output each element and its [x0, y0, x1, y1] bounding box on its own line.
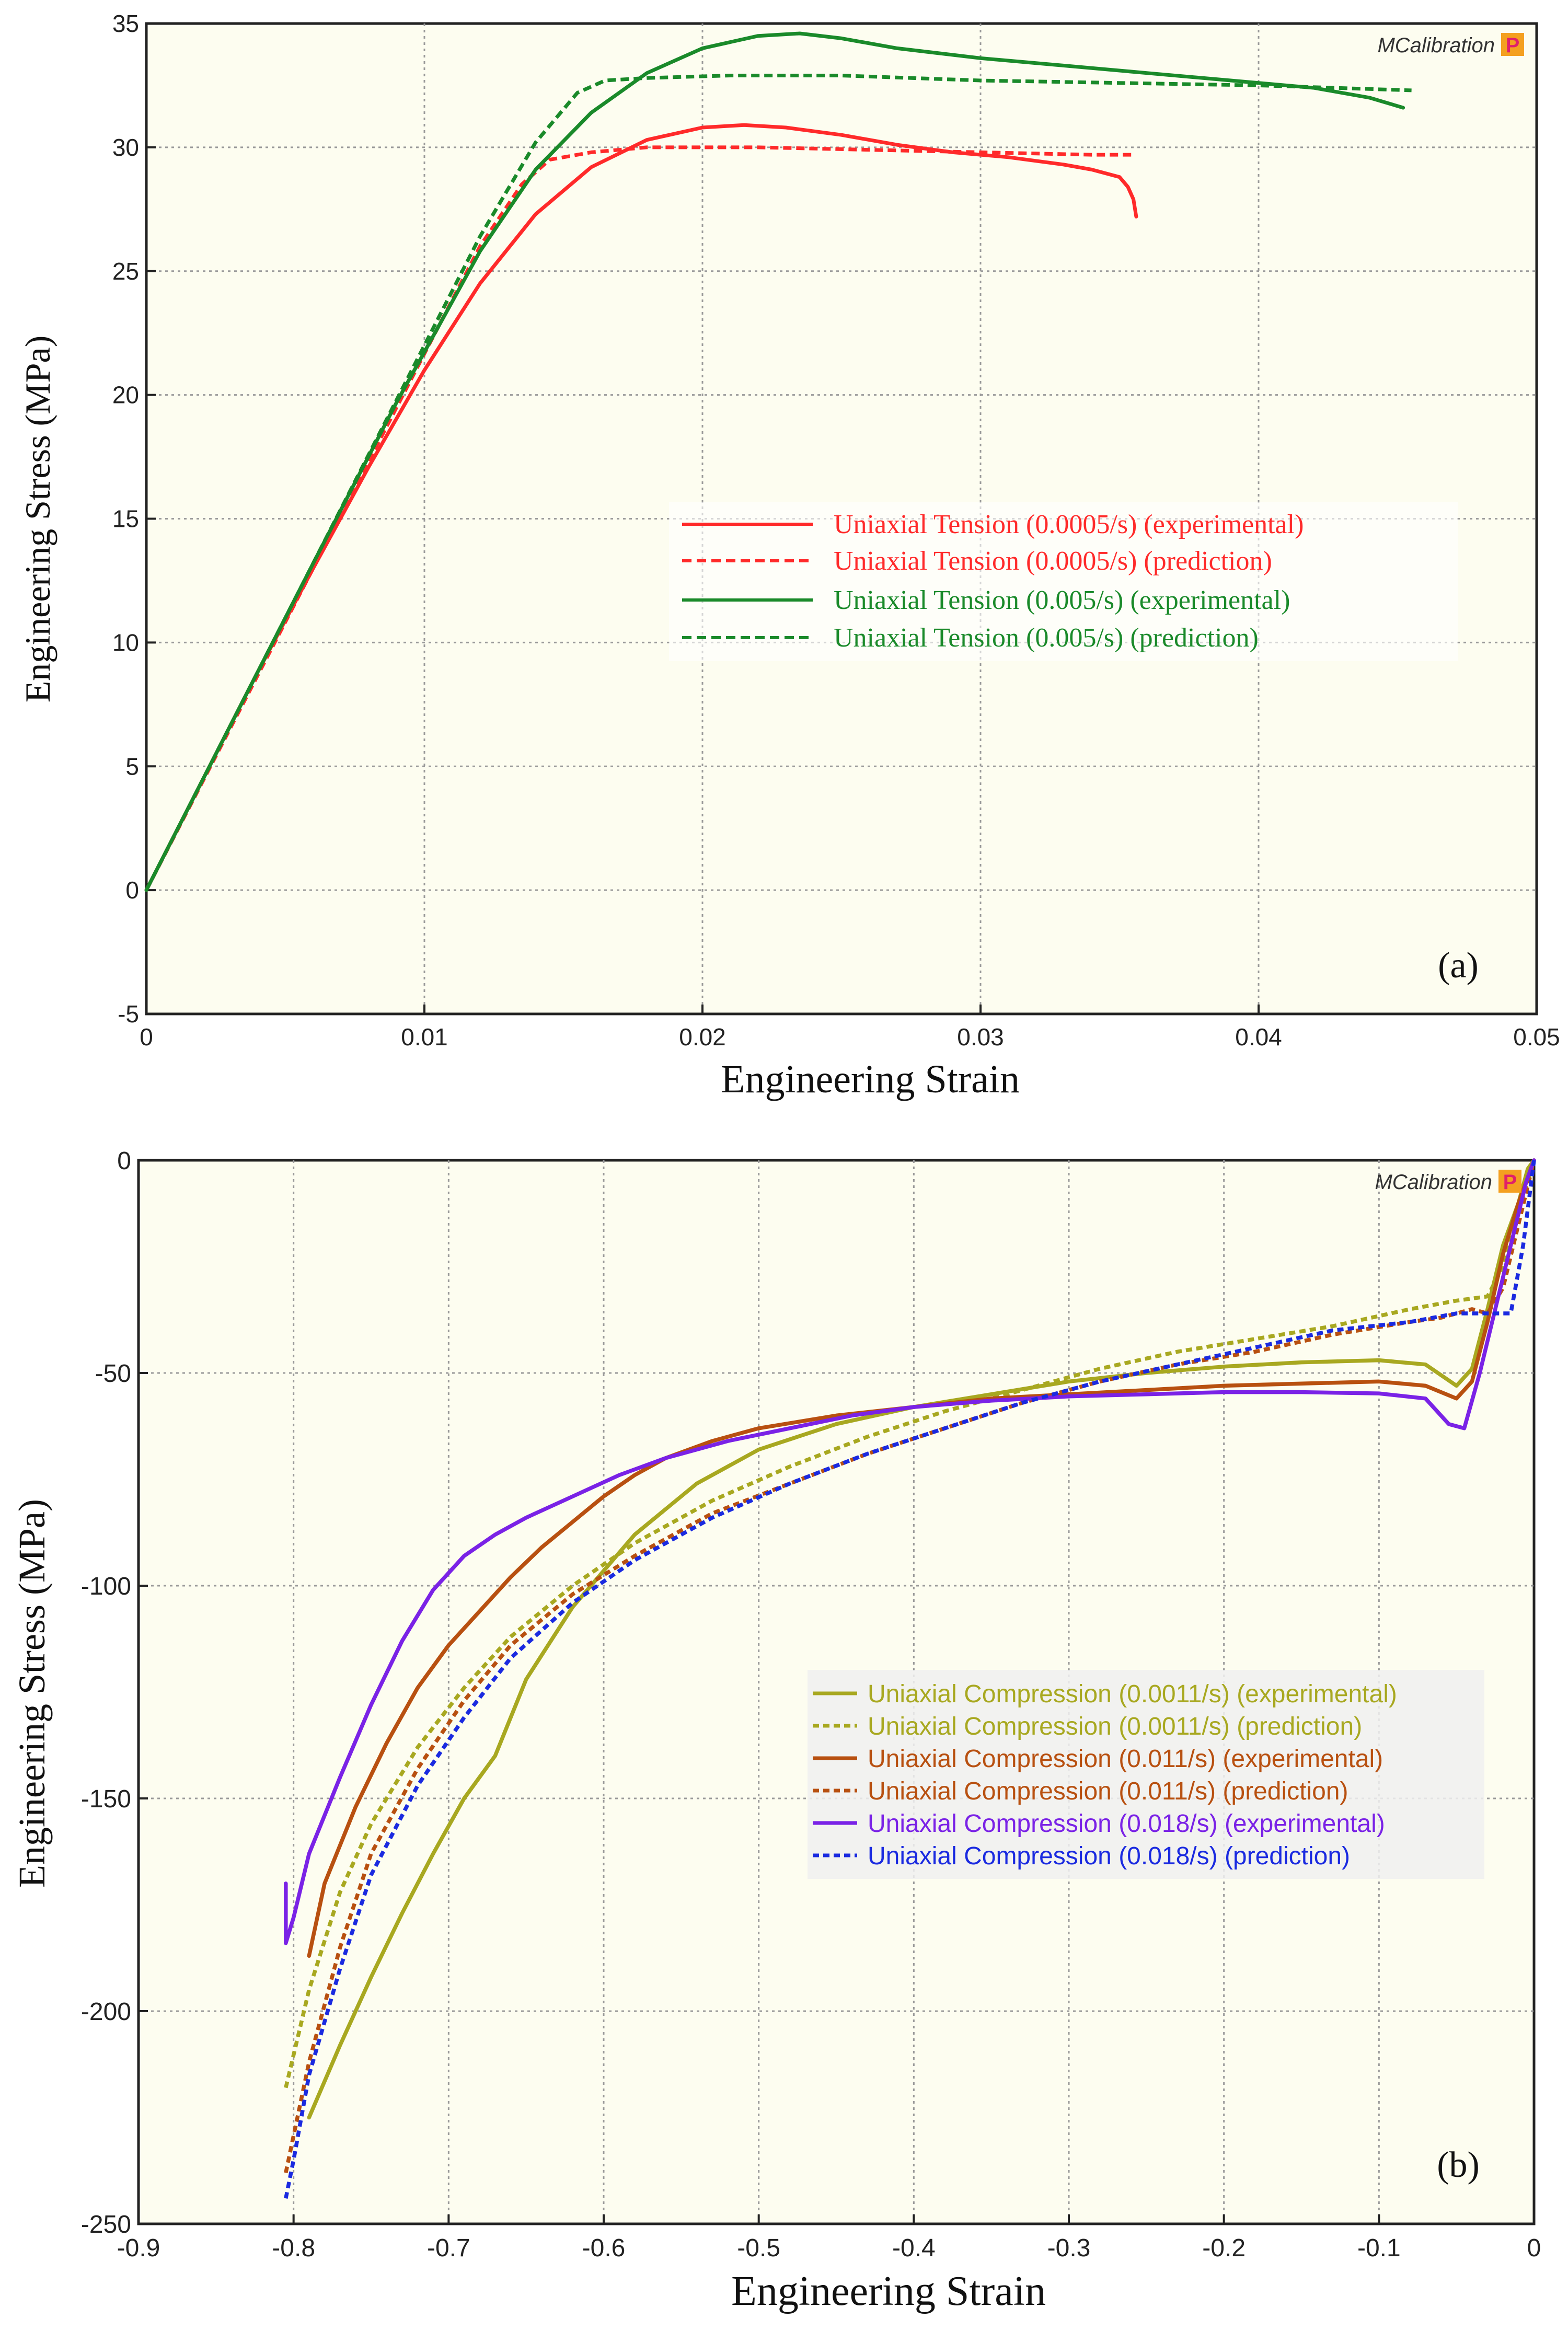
chart-a-watermark: MCalibration P [1377, 33, 1524, 57]
chart-b-y-tick-label: -200 [81, 1998, 131, 2026]
chart-b-x-tick-label: 0 [1527, 2234, 1541, 2262]
chart-b-x-tick-label: -0.1 [1357, 2234, 1401, 2262]
chart-b-y-tick-label: -100 [81, 1573, 131, 1600]
chart-b-x-ticks: -0.9 -0.8 -0.7 -0.6 -0.5 -0.4 -0.3 -0.2 -0.1 0 [117, 2214, 1541, 2262]
series-uniaxial-tension-0-0005-s-prediction [144, 145, 1134, 891]
series-uniaxial-compression-0-0011-s-prediction [284, 1159, 1536, 2088]
legend-label-tension-0.005-exp: Uniaxial Tension (0.005/s) (experimental… [834, 585, 1290, 615]
legend-label-tension-0.0005-exp: Uniaxial Tension (0.0005/s) (experimenta… [834, 510, 1304, 539]
chart-a-y-tick-label: -5 [118, 1000, 139, 1028]
chart-a-panel-label: (a) [1438, 945, 1479, 986]
chart-b-y-ticks: -250 -200 -150 -100 -50 0 [81, 1147, 148, 2238]
chart-b-legend-box [808, 1670, 1484, 1879]
chart-a-y-tick-label: 0 [125, 876, 139, 904]
legend-label-compression-0.018-exp: Uniaxial Compression (0.018/s) (experime… [868, 1810, 1385, 1838]
chart-b-x-tick-label: -0.3 [1047, 2234, 1091, 2262]
legend-label-compression-0.0011-exp: Uniaxial Compression (0.0011/s) (experim… [868, 1680, 1397, 1708]
chart-b: -0.9 -0.8 -0.7 -0.6 -0.5 -0.4 -0.3 -0.2 -0.1 0 -2… [11, 1147, 1541, 2314]
chart-a-y-tick-label: 5 [125, 753, 139, 780]
series-uniaxial-compression-0-018-s-prediction [284, 1160, 1536, 2199]
chart-b-x-tick-label: -0.6 [582, 2234, 626, 2262]
chart-b-watermark-badge [1498, 1170, 1521, 1193]
legend-label-compression-0.018-pred: Uniaxial Compression (0.018/s) (predicti… [868, 1842, 1350, 1870]
chart-a-y-tick-label: 20 [112, 382, 139, 409]
chart-b-x-tick-label: -0.9 [117, 2234, 160, 2262]
chart-a-y-tick-label: 10 [112, 629, 139, 656]
series-uniaxial-tension-0-005-s-prediction [144, 74, 1412, 891]
chart-a-legend: Uniaxial Tension (0.0005/s) (experimenta… [669, 502, 1458, 661]
legend-label-compression-0.0011-pred: Uniaxial Compression (0.0011/s) (predict… [868, 1713, 1362, 1740]
chart-a-y-tick-label: 15 [112, 505, 139, 533]
legend-label-compression-0.011-pred: Uniaxial Compression (0.011/s) (predicti… [868, 1778, 1348, 1805]
chart-a-x-tick-label: 0.05 [1513, 1023, 1560, 1051]
series-uniaxial-tension-0-0005-s-experimental [144, 123, 1138, 892]
chart-a-x-axis-label: Engineering Strain [721, 1057, 1020, 1101]
chart-b-legend: Uniaxial Compression (0.0011/s) (experim… [808, 1670, 1484, 1879]
chart-a-y-axis-label: Engineering Stress (MPa) [18, 336, 57, 703]
chart-b-y-axis-label: Engineering Stress (MPa) [11, 1499, 53, 1888]
chart-a-y-tick-label: 35 [112, 10, 139, 37]
chart-a-x-tick-label: 0.01 [401, 1023, 448, 1051]
series-uniaxial-tension-0-005-s-experimental [144, 31, 1405, 892]
chart-a-y-ticks: -5 0 5 10 15 20 25 30 35 [112, 10, 156, 1028]
series-uniaxial-compression-0-018-s-experimental [284, 1158, 1536, 1945]
chart-b-y-tick-label: -250 [81, 2211, 131, 2238]
chart-b-x-tick-label: -0.7 [427, 2234, 470, 2262]
chart-a-x-tick-label: 0.04 [1235, 1023, 1282, 1051]
chart-a-grid [146, 24, 1537, 1014]
chart-b-y-tick-label: 0 [117, 1147, 131, 1175]
legend-label-compression-0.011-exp: Uniaxial Compression (0.011/s) (experime… [868, 1745, 1383, 1773]
chart-b-x-tick-label: -0.5 [737, 2234, 780, 2262]
chart-b-watermark: MCalibration P [1375, 1170, 1521, 1194]
chart-a-x-tick-label: 0 [140, 1023, 153, 1051]
series-uniaxial-compression-0-011-s-experimental [307, 1158, 1536, 1958]
chart-b-y-tick-label: -50 [95, 1360, 131, 1388]
chart-a-x-ticks: 0 0.01 0.02 0.03 0.04 0.05 [140, 1005, 1560, 1051]
chart-a-watermark-badge-letter: P [1506, 34, 1520, 57]
chart-b-watermark-badge-letter: P [1503, 1171, 1517, 1194]
chart-a-watermark-badge [1501, 33, 1524, 56]
chart-a-y-tick-label: 30 [112, 134, 139, 161]
chart-a-series [144, 31, 1412, 892]
legend-label-tension-0.0005-pred: Uniaxial Tension (0.0005/s) (prediction) [834, 546, 1272, 576]
chart-b-x-tick-label: -0.2 [1202, 2234, 1246, 2262]
chart-a-x-tick-label: 0.03 [957, 1023, 1004, 1051]
legend-label-tension-0.005-pred: Uniaxial Tension (0.005/s) (prediction) [834, 623, 1259, 653]
chart-a-x-tick-label: 0.02 [679, 1023, 726, 1051]
series-uniaxial-compression-0-0011-s-experimental [307, 1158, 1536, 2120]
chart-a-watermark-text: MCalibration [1377, 34, 1495, 57]
chart-b-x-tick-label: -0.8 [272, 2234, 315, 2262]
chart-b-series [284, 1158, 1536, 2199]
chart-b-x-axis-label: Engineering Strain [731, 2268, 1046, 2314]
chart-b-watermark-text: MCalibration [1375, 1171, 1492, 1194]
chart-a-legend-box [669, 502, 1458, 661]
chart-b-panel-label: (b) [1437, 2145, 1480, 2185]
chart-a-y-tick-label: 25 [112, 258, 139, 285]
chart-b-x-tick-label: -0.4 [892, 2234, 936, 2262]
chart-b-y-tick-label: -150 [81, 1785, 131, 1813]
